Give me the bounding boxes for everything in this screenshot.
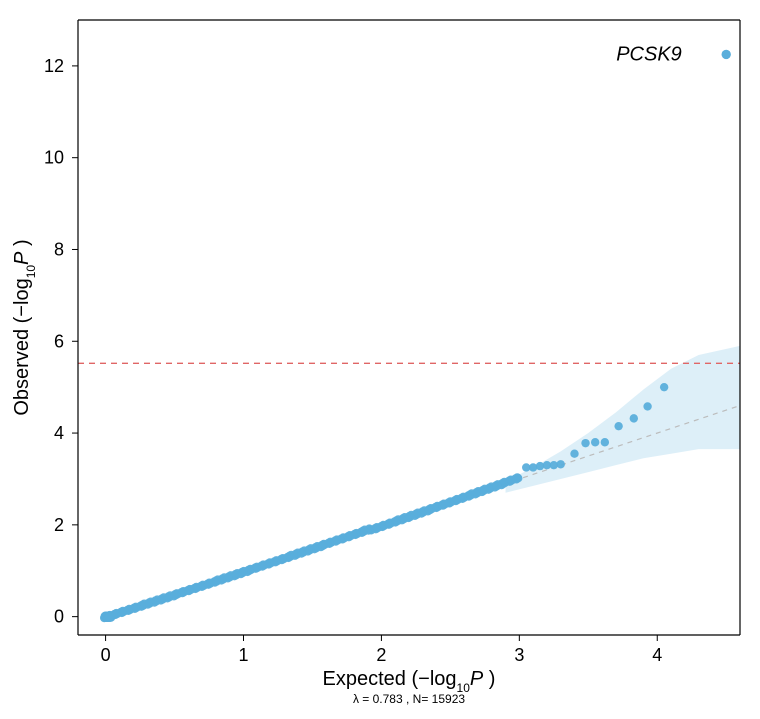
y-tick-label: 6 (54, 331, 64, 351)
x-tick-label: 1 (238, 645, 248, 665)
qq-plot-container: 01234024681012Expected (−log10P )λ = 0.7… (0, 0, 760, 719)
y-tick-label: 12 (44, 56, 64, 76)
lambda-subtitle: λ = 0.783 , N= 15923 (353, 692, 465, 706)
y-tick-label: 8 (54, 239, 64, 259)
x-tick-label: 3 (514, 645, 524, 665)
x-tick-label: 0 (101, 645, 111, 665)
y-tick-label: 4 (54, 423, 64, 443)
x-tick-label: 2 (376, 645, 386, 665)
y-tick-label: 2 (54, 515, 64, 535)
y-tick-label: 0 (54, 607, 64, 627)
x-tick-label: 4 (652, 645, 662, 665)
outlier-label: PCSK9 (616, 43, 682, 65)
qq-plot-svg: 01234024681012Expected (−log10P )λ = 0.7… (0, 0, 760, 719)
y-tick-label: 10 (44, 148, 64, 168)
